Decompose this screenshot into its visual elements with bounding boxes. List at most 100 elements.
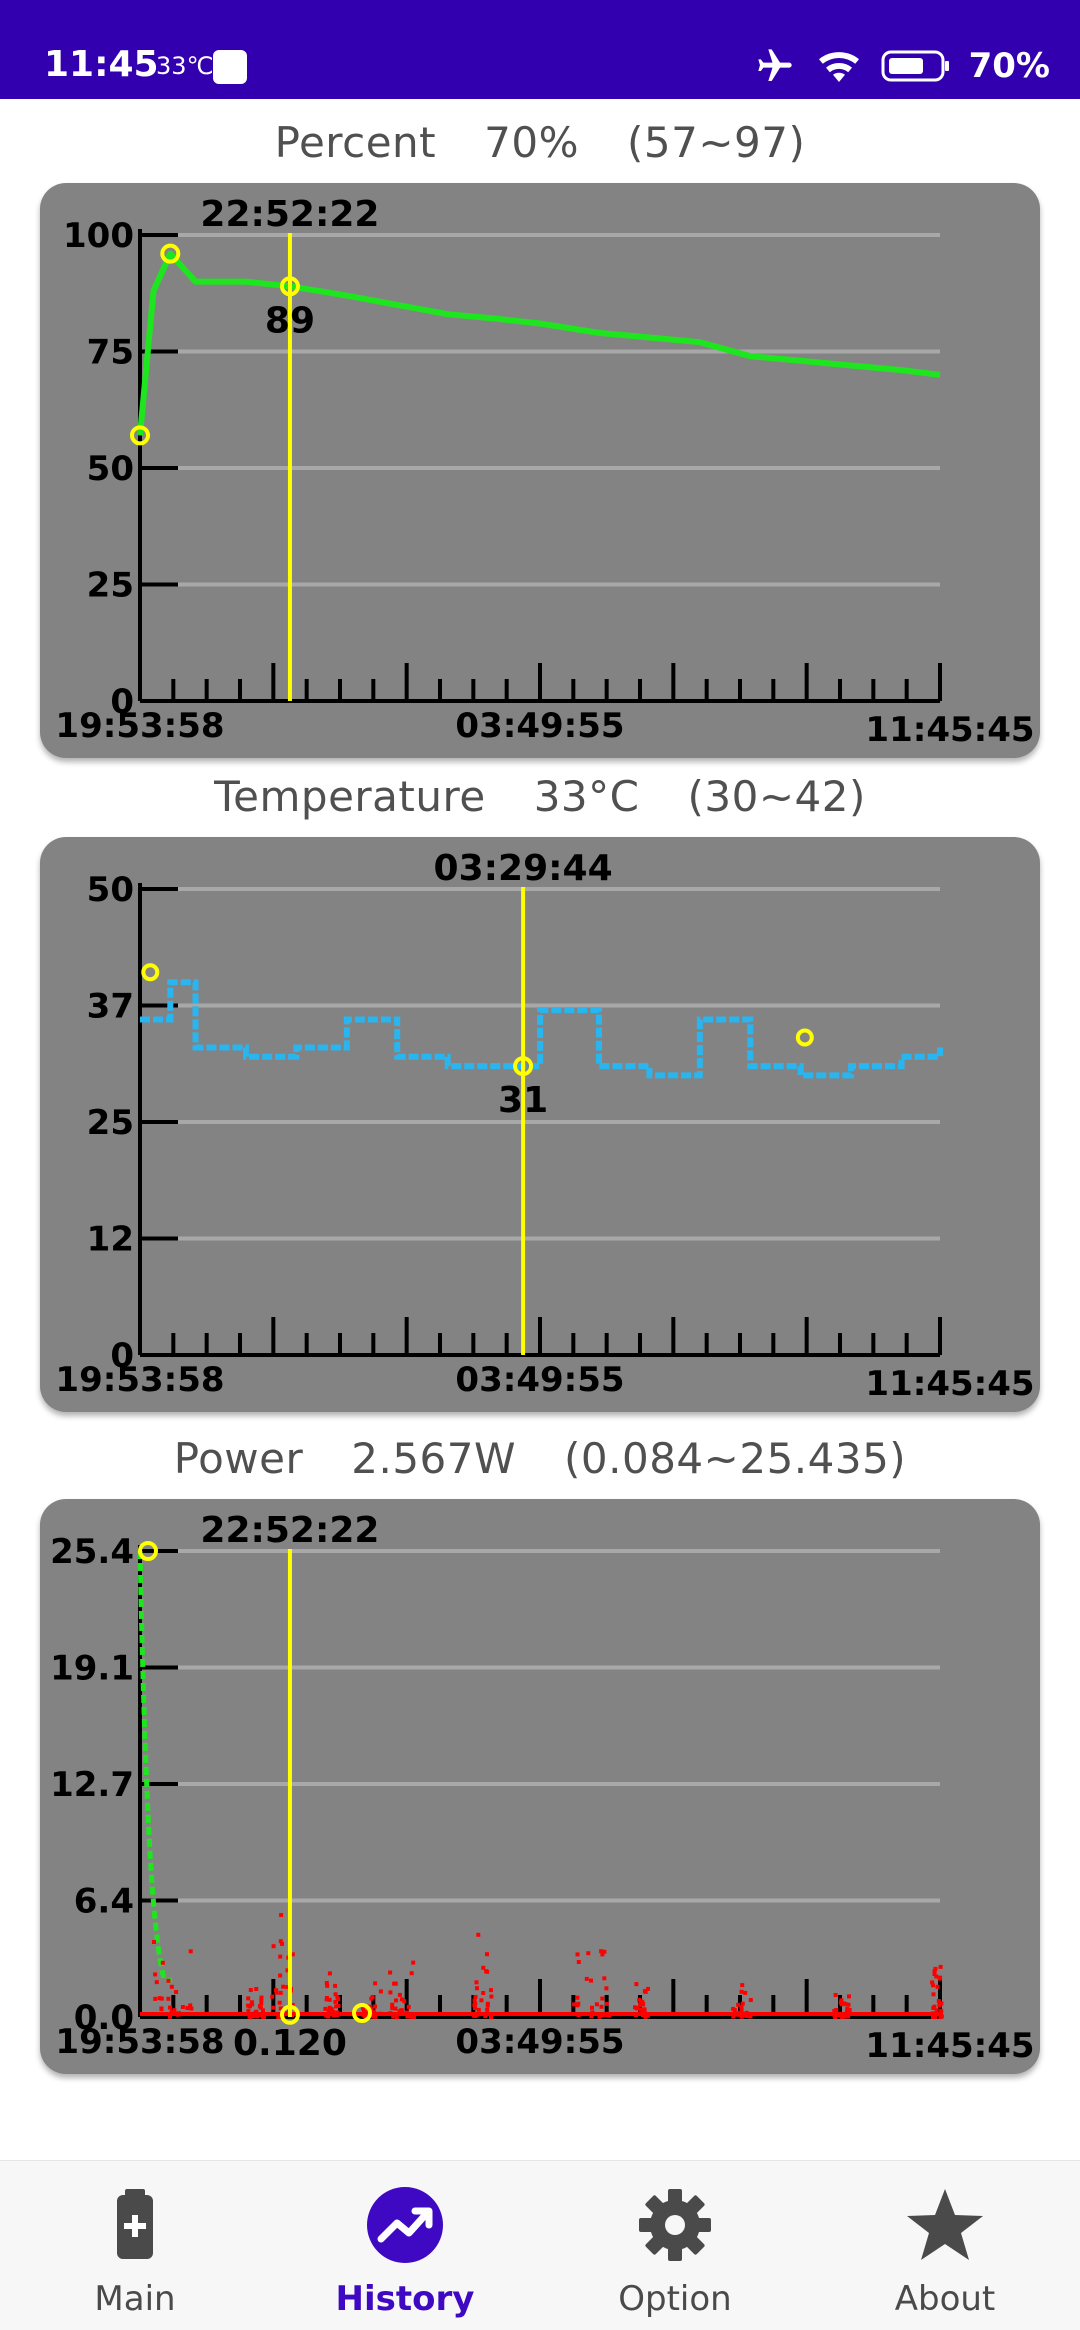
y-tick-label: 37 [87, 987, 134, 1027]
nav-history[interactable]: History [270, 2161, 540, 2330]
power-scatter-point [189, 2006, 194, 2011]
power-scatter-point [368, 2004, 373, 2009]
nav-about-label: About [894, 2279, 996, 2319]
power-scatter-point [261, 2008, 265, 2013]
power-scatter-point [489, 2015, 493, 2020]
power-scatter-point [411, 1960, 416, 1965]
temperature-label: Temperature [214, 772, 486, 821]
power-scatter-point [251, 2014, 256, 2019]
power-scatter-point [748, 2014, 753, 2019]
status-time: 11:45 [44, 44, 159, 85]
power-scatter-point [594, 2002, 599, 2007]
y-tick-label: 25.4 [50, 1532, 134, 1572]
power-scatter-point [259, 1995, 264, 2000]
power-scatter-point [278, 1954, 283, 1959]
power-scatter-point [373, 2004, 378, 2009]
power-scatter-point [168, 2005, 172, 2010]
power-scatter-point [405, 2014, 410, 2019]
power-scatter-point [248, 2004, 252, 2009]
temperature-chart: 0 12 25 37 50 19:53:58 03:49:55 11:45:45 03:29:4… [55, 848, 1034, 1404]
power-scatter-point [576, 2001, 581, 2006]
power-scatter-point [188, 2003, 193, 2008]
nav-history-label: History [335, 2279, 475, 2319]
percent-chart-card[interactable]: 0 25 50 75 100 19:53:58 03:49:55 11:45:45 22:52:… [40, 183, 1040, 758]
percent-chart-title: Percent 70% (57~97) [0, 118, 1080, 167]
power-scatter-point [635, 2006, 640, 2010]
power-scatter-point [840, 2015, 845, 2020]
power-scatter-point [323, 2006, 328, 2011]
power-scatter-point [157, 1996, 162, 2001]
power-scatter-point [604, 1986, 609, 1991]
power-chart-card[interactable]: 0.0 6.4 12.7 19.1 25.4 19:53:58 03:49:55 11:45:… [40, 1499, 1040, 2074]
power-scatter-point [739, 2005, 744, 2009]
power-scatter-point [169, 1984, 174, 1989]
power-scatter-point [154, 1980, 159, 1985]
x-label-mid: 03:49:55 [455, 1360, 624, 1400]
power-scatter-point [399, 1997, 404, 2002]
cursor-point [513, 1056, 534, 1077]
max-marker [138, 1541, 158, 1561]
y-tick-label: 100 [63, 216, 134, 256]
min-marker [352, 2003, 372, 2023]
x-label-start: 19:53:58 [55, 1360, 224, 1400]
power-scatter-point [476, 2007, 481, 2012]
cursor-time-label: 22:52:22 [200, 194, 379, 235]
power-scatter-point [475, 1986, 479, 1991]
power-scatter-point [739, 2007, 744, 2012]
power-scatter-point [397, 2009, 402, 2014]
power-scatter-point [185, 2006, 190, 2010]
power-scatter-point [336, 2004, 341, 2008]
power-scatter-point [397, 1992, 402, 1997]
percent-chart: 0 25 50 75 100 19:53:58 03:49:55 11:45:45 22:52:… [55, 194, 1034, 750]
power-scatter-point [476, 1932, 481, 1937]
x-label-mid: 03:49:55 [455, 706, 624, 746]
power-scatter-point [248, 1988, 253, 1992]
power-scatter-point [936, 1999, 941, 2003]
power-scatter-point [740, 2001, 745, 2006]
percent-current: 70% [484, 118, 580, 167]
power-scatter-point [373, 2014, 378, 2019]
power-scatter-point [390, 2002, 395, 2007]
y-tick-label: 12.7 [50, 1765, 134, 1805]
power-scatter-point [743, 1990, 748, 1995]
power-scatter-point [479, 1998, 484, 2003]
power-scatter-point [373, 1981, 378, 1986]
power-scatter-point [934, 2008, 939, 2013]
cursor-time-label: 22:52:22 [200, 1510, 379, 1551]
x-label-start: 19:53:58 [55, 706, 224, 746]
power-scatter-point [159, 1996, 164, 2001]
power-scatter-point [847, 2007, 852, 2012]
power-scatter-point [280, 1941, 284, 1946]
power-scatter-point [333, 1983, 338, 1988]
power-scatter-point [402, 1999, 407, 2004]
nav-main[interactable]: Main [0, 2161, 270, 2330]
x-label-start: 19:53:58 [55, 2022, 224, 2062]
power-scatter-point [932, 1969, 937, 1974]
power-scatter-point [846, 2014, 851, 2019]
power-scatter-point [589, 2014, 594, 2019]
status-temperature: 33℃ [156, 52, 214, 80]
power-scatter-point [327, 2005, 332, 2010]
power-scatter-point [271, 1944, 276, 1949]
power-scatter-point [600, 1952, 605, 1957]
star-icon [907, 2189, 983, 2260]
power-scatter-point [409, 1971, 414, 1976]
power-scatter-point [336, 1997, 341, 2001]
nav-main-label: Main [94, 2279, 176, 2319]
power-scatter-point [833, 2014, 838, 2019]
power-scatter-point [933, 1966, 938, 1971]
nav-option[interactable]: Option [540, 2161, 810, 2330]
power-scatter-point [599, 2004, 604, 2009]
power-scatter-point [408, 2014, 413, 2019]
power-scatter-point [276, 2015, 281, 2019]
power-scatter-point [843, 2002, 848, 2007]
cursor-value-label: 0.120 [233, 2023, 347, 2064]
y-tick-label: 50 [87, 870, 134, 910]
y-tick-label: 12 [87, 1220, 134, 1260]
power-scatter-point [600, 1996, 605, 2001]
nav-about[interactable]: About [810, 2161, 1080, 2330]
power-scatter-point [160, 1960, 165, 1965]
power-scatter-point [481, 1965, 486, 1970]
temperature-chart-card[interactable]: 0 12 25 37 50 19:53:58 03:49:55 11:45:45 03:29:4… [40, 837, 1040, 1412]
power-scatter-point [270, 1994, 275, 1999]
